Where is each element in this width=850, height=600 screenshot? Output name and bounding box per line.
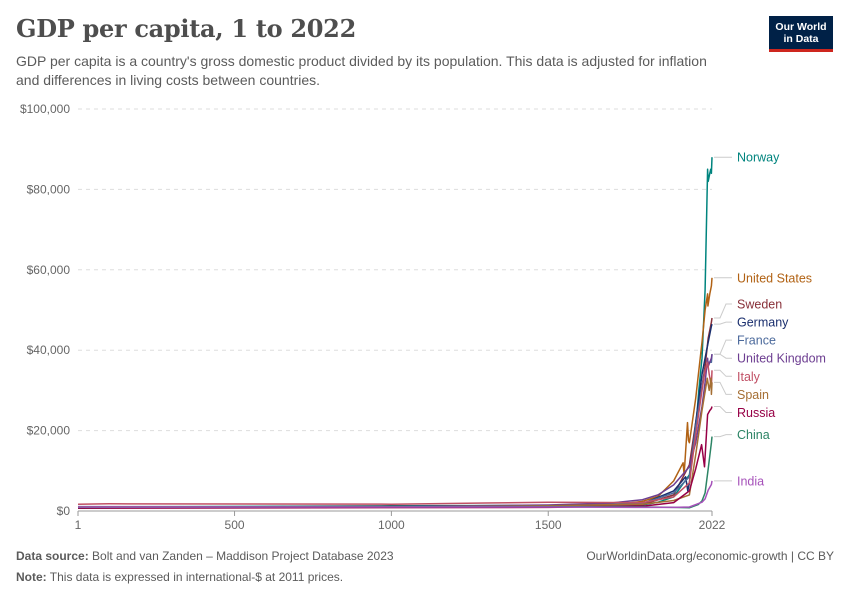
- y-tick-label: $80,000: [27, 182, 71, 196]
- series-label-spain[interactable]: Spain: [737, 388, 769, 402]
- series-line-russia[interactable]: [77, 406, 713, 509]
- series-label-russia[interactable]: Russia: [737, 406, 775, 420]
- chart-subtitle: GDP per capita is a country's gross dome…: [16, 53, 707, 88]
- owid-logo[interactable]: Our World in Data: [769, 16, 833, 52]
- line-chart: $0 $20,000 $40,000 $60,000 $80,000 $100,000 1…: [20, 102, 826, 532]
- chart-title: GDP per capita, 1 to 2022: [16, 14, 356, 43]
- x-tick-label: 2022: [699, 518, 726, 532]
- data-source-text[interactable]: Bolt and van Zanden – Maddison Project D…: [92, 549, 394, 563]
- series-line-spain[interactable]: [78, 377, 713, 508]
- series-label-united-states[interactable]: United States: [737, 271, 812, 285]
- label-connector: [714, 321, 732, 325]
- series-line-norway[interactable]: [77, 157, 713, 508]
- series-label-norway[interactable]: Norway: [737, 151, 780, 165]
- label-connector: [714, 303, 732, 319]
- series-line-india[interactable]: [78, 480, 713, 509]
- series-line-sweden[interactable]: [77, 317, 713, 509]
- series-line-china[interactable]: [77, 436, 713, 509]
- data-source: Data source: Bolt and van Zanden – Maddi…: [16, 549, 394, 563]
- series-label-germany[interactable]: Germany: [737, 316, 789, 330]
- y-axis-tick-labels: $0 $20,000 $40,000 $60,000 $80,000 $100,000: [20, 102, 70, 518]
- y-tick-label: $40,000: [27, 343, 71, 357]
- label-connector: [714, 339, 732, 355]
- series-line-united-states[interactable]: [78, 277, 713, 508]
- series-label-china[interactable]: China: [737, 428, 770, 442]
- label-connector: [714, 434, 732, 438]
- series-label-india[interactable]: India: [737, 474, 764, 488]
- logo-line-2: in Data: [783, 33, 819, 45]
- x-axis: 1 500 1000 1500 2022: [75, 510, 726, 532]
- note-label: Note:: [16, 570, 47, 584]
- y-tick-label: $100,000: [20, 102, 70, 116]
- data-source-label: Data source:: [16, 549, 89, 563]
- label-connector: [714, 353, 732, 359]
- series-label-italy[interactable]: Italy: [737, 370, 761, 384]
- x-tick-label: 1: [75, 518, 82, 532]
- y-tick-label: $20,000: [27, 424, 71, 438]
- series-label-united-kingdom[interactable]: United Kingdom: [737, 352, 826, 366]
- y-tick-label: $60,000: [27, 263, 71, 277]
- logo-line-1: Our World: [775, 21, 827, 33]
- series-label-sweden[interactable]: Sweden: [737, 297, 782, 311]
- x-tick-label: 1000: [378, 518, 405, 532]
- series-end-labels: Norway United States Sweden Germany France Un…: [714, 151, 826, 488]
- x-tick-label: 1500: [535, 518, 562, 532]
- series-line-germany[interactable]: [77, 323, 713, 509]
- chart-note: Note: This data is expressed in internat…: [16, 570, 343, 584]
- label-connector: [714, 381, 732, 395]
- note-text: This data is expressed in international-…: [49, 570, 344, 584]
- x-tick-label: 500: [225, 518, 245, 532]
- grid-lines: [78, 108, 712, 432]
- y-tick-label: $0: [57, 504, 71, 518]
- series-lines: [77, 157, 713, 509]
- label-connector: [714, 369, 732, 377]
- label-connector: [714, 406, 732, 413]
- series-line-italy[interactable]: [77, 361, 713, 505]
- credit-link[interactable]: OurWorldinData.org/economic-growth | CC …: [586, 549, 834, 563]
- series-label-france[interactable]: France: [737, 334, 776, 348]
